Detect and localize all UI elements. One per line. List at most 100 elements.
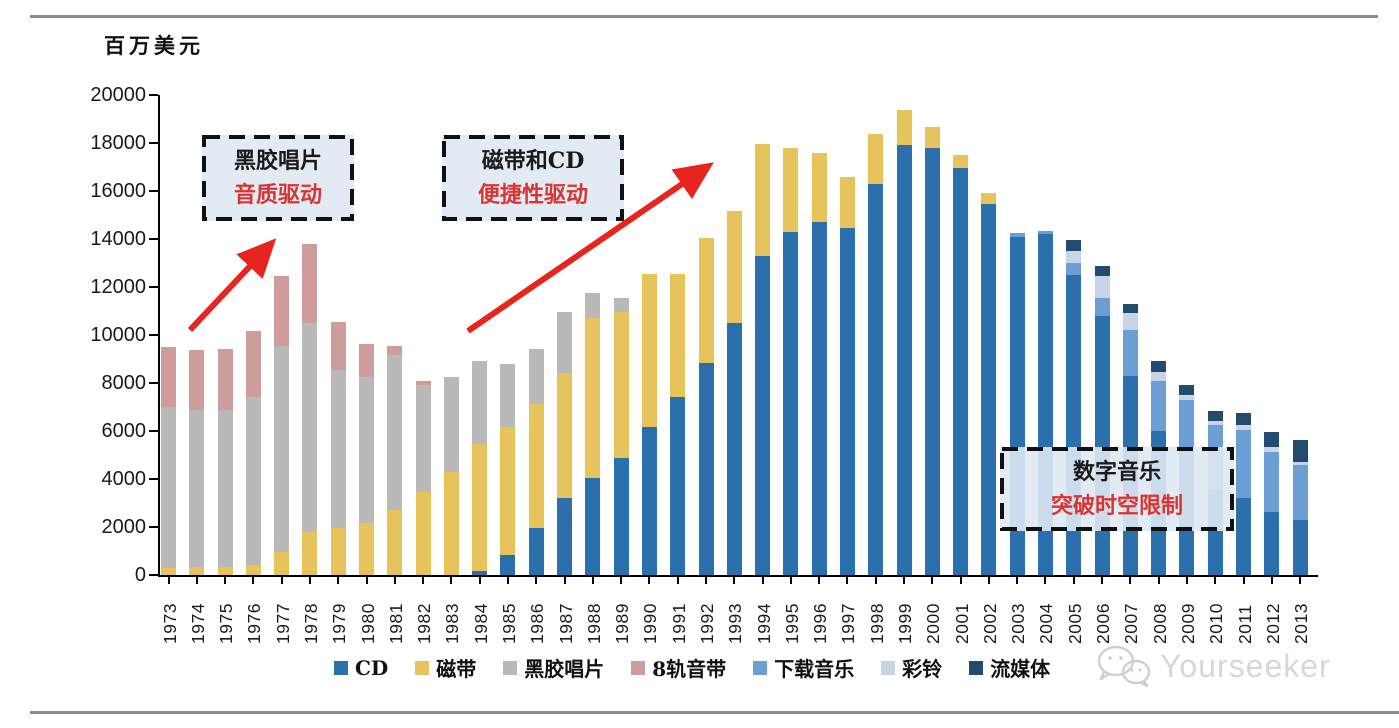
- x-tick-label-1985: 1985: [498, 603, 519, 644]
- x-tick-label-1983: 1983: [442, 603, 463, 644]
- x-tick: [959, 577, 962, 584]
- bar-segment-磁带-1993: [726, 210, 742, 324]
- legend-label: 磁带: [436, 657, 477, 681]
- dashed-border: [1000, 447, 1234, 531]
- bar-segment-磁带-1981: [387, 510, 403, 575]
- bar-segment-流媒体-2010: [1207, 411, 1223, 422]
- bar-segment-彩铃-2010: [1207, 421, 1223, 425]
- x-tick: [1270, 577, 1273, 584]
- x-tick: [591, 577, 594, 584]
- legend-item-流媒体: 流媒体: [969, 653, 1050, 682]
- x-tick-label-1979: 1979: [329, 603, 350, 644]
- bar-segment-磁带-1974: [189, 567, 205, 575]
- legend-swatch: [881, 660, 896, 675]
- bar-segment-黑胶唱片-1974: [189, 409, 205, 568]
- annotation-subtitle: 便捷性驱动: [477, 182, 588, 208]
- bar-segment-CD-2012: [1264, 512, 1280, 575]
- bar-segment-下载音乐-2007: [1122, 330, 1138, 376]
- bar-segment-CD-2013: [1292, 520, 1308, 575]
- x-tick-label-2009: 2009: [1177, 603, 1198, 644]
- bar-segment-黑胶唱片-1976: [245, 396, 261, 565]
- x-tick-label-2005: 2005: [1064, 603, 1085, 644]
- x-tick: [705, 577, 707, 584]
- x-tick-label-2000: 2000: [923, 603, 944, 644]
- x-tick: [1044, 577, 1047, 584]
- bar-segment-CD-1990: [641, 427, 657, 575]
- bar-segment-CD-1985: [500, 555, 516, 575]
- x-tick: [874, 577, 877, 584]
- annotation-title: 磁带和CD: [481, 147, 585, 174]
- legend-label: 彩铃: [902, 657, 943, 681]
- dashed-border: [442, 135, 624, 221]
- bar-segment-磁带-1976: [245, 564, 261, 575]
- bar-segment-磁带-1978: [302, 532, 318, 575]
- x-tick-label-1984: 1984: [470, 603, 491, 644]
- bar-segment-流媒体-2006: [1094, 265, 1110, 276]
- x-tick: [365, 577, 368, 584]
- wechat-icon: [1097, 645, 1151, 688]
- bar-segment-流媒体-2007: [1122, 303, 1138, 314]
- legend-item-磁带: 磁带: [415, 653, 476, 682]
- bar-segment-CD-2000: [924, 147, 940, 575]
- x-tick: [535, 577, 538, 584]
- bar-segment-流媒体-2005: [1066, 240, 1082, 251]
- y-tick-label: 14000: [90, 228, 146, 250]
- bar-segment-下载音乐-2011: [1236, 430, 1252, 499]
- bar-segment-磁带-1988: [585, 318, 601, 479]
- annotation-vinyl: 黑胶唱片 音质驱动: [202, 135, 354, 221]
- bar-segment-磁带-1979: [330, 527, 346, 575]
- legend-item-CD: CD: [334, 656, 388, 680]
- bar-segment-CD-1989: [613, 458, 629, 575]
- bar-segment-CD-1991: [670, 397, 686, 575]
- x-tick: [818, 577, 821, 584]
- x-tick-label-1973: 1973: [159, 603, 180, 644]
- bar-segment-彩铃-2009: [1179, 395, 1195, 400]
- x-tick-label-1980: 1980: [357, 603, 378, 644]
- bar-segment-黑胶唱片-1986: [528, 349, 544, 405]
- legend-label: 流媒体: [990, 657, 1051, 681]
- x-tick: [846, 577, 849, 584]
- y-tick: [149, 190, 158, 192]
- bar-segment-8轨音带-1981: [387, 345, 403, 356]
- bar-segment-CD-2001: [953, 167, 969, 575]
- annotation-title: 黑胶唱片: [233, 147, 322, 174]
- x-tick-label-1974: 1974: [187, 603, 208, 644]
- x-tick: [1214, 577, 1217, 584]
- y-tick-label: 8000: [101, 372, 147, 394]
- y-tick-label: 16000: [90, 180, 146, 202]
- bar-segment-8轨音带-1973: [161, 347, 176, 407]
- bar-segment-CD-2011: [1236, 498, 1252, 575]
- x-tick-label-1986: 1986: [527, 603, 548, 644]
- annotation-subtitle: 突破时空限制: [1050, 493, 1183, 519]
- x-tick-label-2007: 2007: [1121, 603, 1142, 644]
- bar-segment-黑胶唱片-1983: [443, 377, 459, 473]
- y-tick: [149, 574, 158, 576]
- x-tick-label-1982: 1982: [414, 603, 435, 644]
- x-tick: [224, 577, 227, 584]
- bar-segment-8轨音带-1975: [217, 349, 233, 410]
- bar-segment-CD-1996: [811, 222, 827, 575]
- bar-segment-磁带-2000: [924, 126, 940, 148]
- legend-label: 8轨音带: [652, 657, 727, 681]
- x-tick-label-2008: 2008: [1149, 603, 1170, 644]
- y-tick: [149, 478, 158, 480]
- y-axis-line: [158, 95, 160, 577]
- bar-segment-磁带-1995: [783, 147, 799, 232]
- x-tick: [195, 577, 198, 584]
- x-tick-label-1999: 1999: [895, 603, 916, 644]
- bar-segment-磁带-1997: [839, 176, 855, 229]
- x-tick-label-2004: 2004: [1036, 603, 1057, 644]
- x-tick-label-2003: 2003: [1008, 603, 1029, 644]
- bar-segment-磁带-1985: [500, 427, 516, 556]
- legend-swatch: [334, 660, 348, 675]
- bar-segment-彩铃-2013: [1292, 462, 1308, 465]
- x-tick-label-2011: 2011: [1234, 604, 1255, 644]
- y-axis-unit-label: 百万美元: [104, 33, 204, 58]
- x-tick-label-1997: 1997: [838, 603, 859, 644]
- y-tick: [149, 238, 158, 240]
- x-tick: [733, 577, 736, 584]
- bar-segment-CD-1995: [783, 231, 799, 575]
- annotation-digital: 数字音乐 突破时空限制: [1000, 447, 1234, 531]
